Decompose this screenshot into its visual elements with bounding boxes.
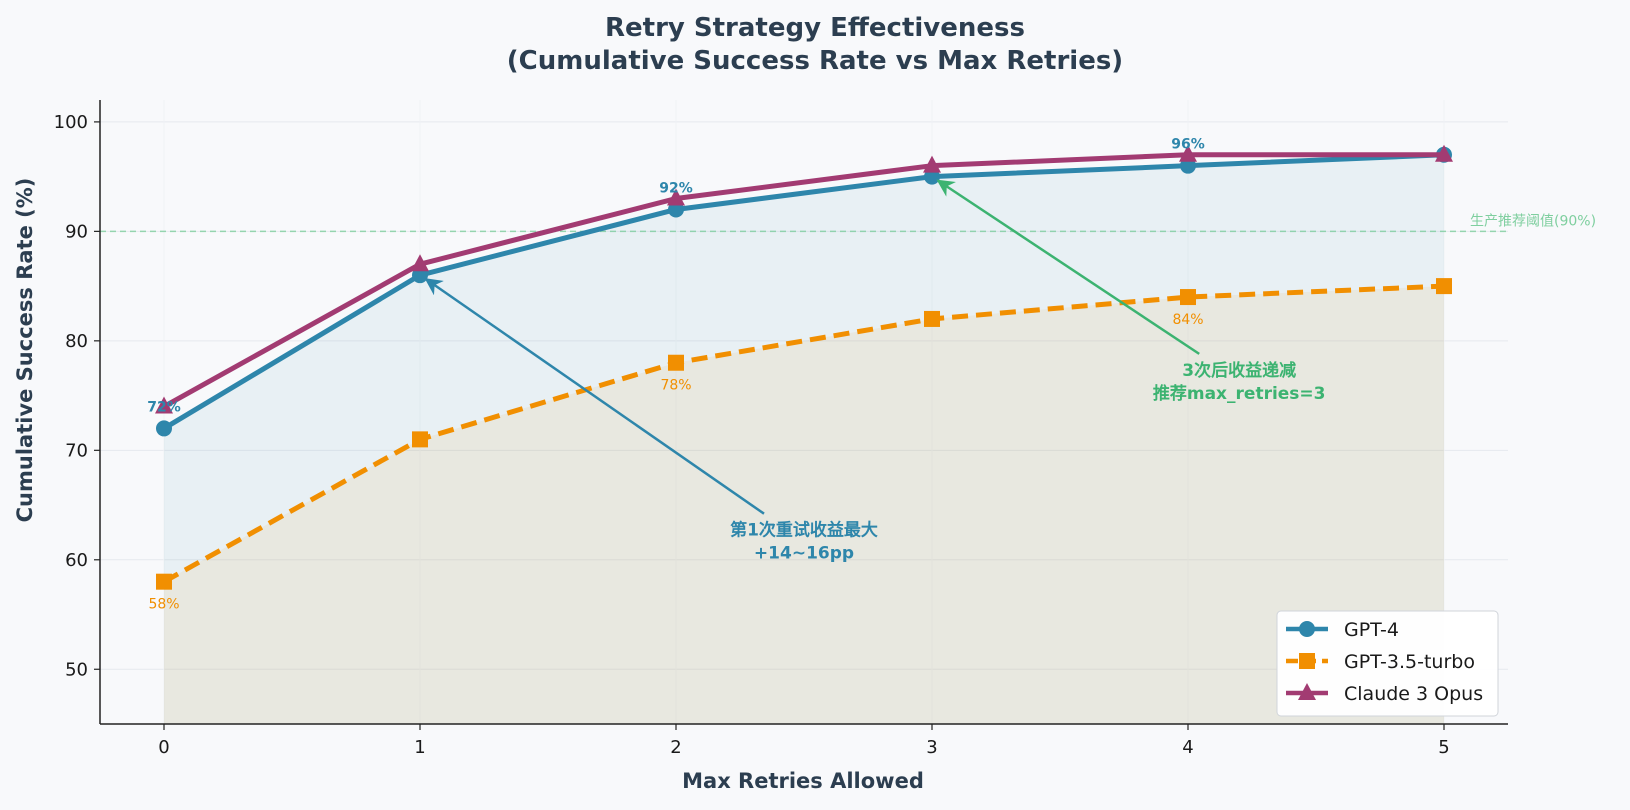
annotation-text: 推荐max_retries=3 [1153, 383, 1326, 404]
legend-marker [1298, 683, 1316, 700]
legend-marker [1299, 621, 1315, 637]
data-label: 92% [659, 180, 693, 196]
legend-label: GPT-4 [1344, 619, 1399, 641]
annotation-text: +14~16pp [754, 544, 854, 564]
series-area-1 [164, 286, 1444, 724]
series-point-1 [924, 310, 940, 327]
legend-box [1276, 610, 1499, 717]
x-tick-label: 1 [414, 737, 425, 758]
annotation-text: 3次后收益递减 [1182, 360, 1296, 381]
series-point-2 [411, 254, 429, 272]
series-point-2 [155, 396, 173, 414]
data-label: 78% [660, 378, 691, 394]
series-line-0 [162, 152, 1445, 431]
legend: GPT-4 GPT-3.5-turbo Claude 3 Opus [1276, 610, 1499, 717]
annotation-text: 第1次重试收益最大 [730, 520, 878, 541]
series-point-1 [412, 431, 428, 448]
data-label: 96% [1171, 137, 1205, 153]
annotation-arrow [424, 278, 765, 515]
plot-area: 生产推荐阈值(90%) 50 60 70 80 90 100 0 1 2 3 4 5 72% 92% 96% 5… [54, 100, 1596, 758]
x-tick-label: 2 [670, 737, 681, 758]
data-label: 58% [148, 597, 179, 613]
x-tick-label: 3 [926, 737, 937, 758]
series-point-1 [668, 354, 684, 371]
x-tick-label: 4 [1182, 737, 1193, 758]
annotation-arrow [936, 179, 1200, 355]
series-line-2 [162, 152, 1444, 409]
y-axis-label: Cumulative Success Rate (%) [13, 178, 37, 523]
data-label: 72% [147, 399, 181, 415]
legend-label: Claude 3 Opus [1344, 683, 1483, 705]
series-point-2 [923, 155, 941, 173]
data-label: 84% [1172, 312, 1203, 328]
series-area-0 [164, 154, 1444, 725]
legend-label: GPT-3.5-turbo [1344, 651, 1475, 673]
chart-title-line-1: Retry Strategy Effectiveness [605, 13, 1025, 43]
y-tick-label: 100 [54, 112, 88, 133]
series-point-0 [156, 420, 172, 437]
series-point-2 [667, 188, 685, 206]
x-axis-label: Max Retries Allowed [682, 769, 924, 793]
x-tick-label: 0 [158, 737, 169, 758]
series-point-1 [156, 573, 172, 590]
y-tick-label: 60 [65, 550, 88, 571]
threshold-label: 生产推荐阈值(90%) [1470, 213, 1596, 229]
y-tick-label: 80 [65, 331, 88, 352]
series-point-2 [1179, 144, 1197, 162]
series-point-1 [1180, 289, 1196, 306]
x-tick-label: 5 [1438, 737, 1449, 758]
series-line-1 [162, 283, 1445, 584]
legend-marker [1299, 653, 1315, 669]
y-tick-label: 90 [65, 221, 88, 242]
chart-title-line-2: (Cumulative Success Rate vs Max Retries) [507, 46, 1123, 76]
y-tick-label: 70 [65, 440, 88, 461]
y-tick-label: 50 [65, 659, 88, 680]
series-point-1 [1436, 278, 1452, 295]
series-point-2 [1435, 144, 1453, 162]
